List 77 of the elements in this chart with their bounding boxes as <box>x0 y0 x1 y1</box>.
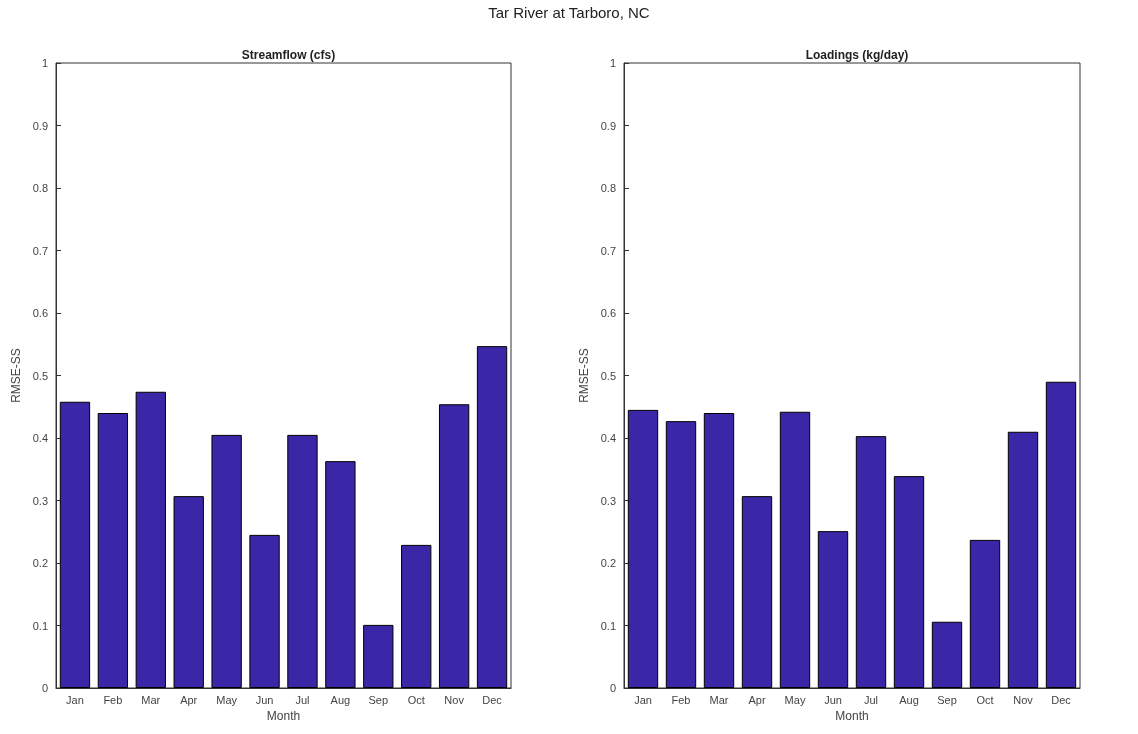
bar <box>855 436 887 688</box>
chart-title: Streamflow (cfs) <box>241 48 336 62</box>
x-tick-label: Jun <box>255 693 274 706</box>
bar <box>287 434 318 688</box>
y-tick-label: 0.7 <box>600 244 616 257</box>
y-tick-label: 0.8 <box>32 182 48 194</box>
bar <box>325 461 356 688</box>
y-tick-label: 0.6 <box>32 307 48 319</box>
y-tick-label: 0.9 <box>600 119 616 132</box>
bar <box>1007 431 1039 688</box>
x-tick-label: Dec <box>482 693 503 706</box>
x-tick-label: Apr <box>748 693 766 706</box>
x-tick-label: Sep <box>368 693 389 706</box>
bar <box>97 413 129 688</box>
x-tick-label: Mar <box>141 693 161 706</box>
y-tick-label: 0.1 <box>32 619 48 632</box>
bar <box>703 413 735 688</box>
x-tick-label: Oct <box>976 693 994 706</box>
bar <box>817 531 849 688</box>
bar <box>363 624 394 688</box>
y-tick-label: 0.6 <box>600 307 616 319</box>
y-tick-label: 0.5 <box>32 369 48 382</box>
bar <box>438 404 470 688</box>
y-tick-label: 0.7 <box>32 244 48 257</box>
x-tick-label: Jun <box>824 693 842 706</box>
bar <box>173 496 204 688</box>
bar <box>1045 381 1077 688</box>
x-axis-title: Month <box>835 708 869 723</box>
y-tick-label: 0.3 <box>600 494 616 507</box>
y-tick-label: 0.1 <box>600 619 616 632</box>
y-tick-label: 0.4 <box>32 432 48 444</box>
x-axis-title: Month <box>266 708 301 723</box>
x-tick-label: Dec <box>1051 693 1072 706</box>
x-tick-label: Jul <box>863 693 879 706</box>
bar <box>969 539 1001 688</box>
y-tick-label: 0.2 <box>600 557 616 569</box>
y-tick-label: 0.3 <box>32 494 48 507</box>
y-tick-label: 0.4 <box>600 432 616 444</box>
bar <box>779 411 811 688</box>
x-tick-label: Aug <box>330 693 351 706</box>
x-tick-label: Sep <box>937 693 957 706</box>
x-tick-label: Jan <box>66 693 84 706</box>
x-tick-label: Jan <box>634 693 652 706</box>
x-tick-label: Feb <box>103 693 123 706</box>
chart-title: Loadings (kg/day) <box>805 48 909 62</box>
bar <box>476 346 508 688</box>
y-tick-label: 1 <box>41 57 48 69</box>
y-axis-title: RMSE-SS <box>8 348 23 403</box>
bar <box>401 544 432 688</box>
x-tick-label: Mar <box>709 693 729 706</box>
bar <box>665 421 697 688</box>
x-tick-label: Oct <box>407 693 425 706</box>
y-axis-title: RMSE-SS <box>576 348 591 403</box>
y-tick-label: 0 <box>41 682 48 694</box>
y-tick-label: 0.8 <box>600 182 616 194</box>
bar <box>135 391 166 688</box>
y-tick-label: 0.9 <box>32 119 48 132</box>
text: Tar River at Tarboro, NC <box>487 4 651 21</box>
bar <box>627 409 659 688</box>
bar <box>893 476 925 688</box>
bar <box>249 534 280 688</box>
x-tick-label: Nov <box>444 693 465 706</box>
x-tick-label: Nov <box>1013 693 1034 706</box>
x-tick-label: Aug <box>899 693 919 706</box>
y-tick-label: 0 <box>609 682 616 694</box>
bar <box>211 434 242 688</box>
bar <box>741 496 773 688</box>
bar <box>931 621 963 688</box>
x-tick-label: Feb <box>671 693 691 706</box>
x-tick-label: May <box>784 693 806 706</box>
x-tick-label: Apr <box>180 693 198 706</box>
y-tick-label: 0.2 <box>32 557 48 569</box>
y-tick-label: 0.5 <box>600 369 616 382</box>
x-tick-label: May <box>216 693 238 706</box>
bar <box>59 401 91 688</box>
x-tick-label: Jul <box>295 693 310 706</box>
y-tick-label: 1 <box>609 57 616 69</box>
